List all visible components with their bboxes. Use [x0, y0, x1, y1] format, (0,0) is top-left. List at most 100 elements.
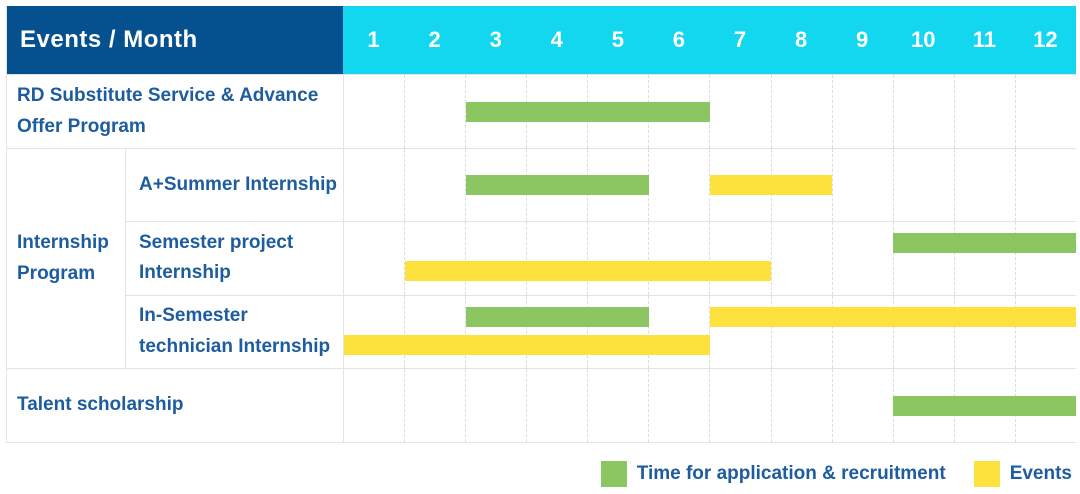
month-gridlines	[344, 75, 1076, 148]
month-grid-cell	[466, 295, 528, 368]
month-grid-cell	[833, 149, 894, 222]
month-grid-cell	[466, 369, 528, 442]
month-grid-cell	[710, 369, 772, 442]
month-grid-cell	[772, 369, 833, 442]
table-header-row: Events / Month 1 2 3 4 5 6 7 8 9 10 11 12	[7, 6, 1076, 74]
month-header-4: 4	[550, 27, 563, 52]
month-header-9: 9	[856, 27, 869, 52]
month-grid-cell	[772, 222, 833, 295]
month-grid-cell	[772, 149, 833, 222]
month-grid-cell	[344, 75, 406, 148]
event-bar-m7-m12	[710, 306, 1076, 327]
month-grid-cell	[588, 222, 650, 295]
gantt-grid-row-talent-scholarship	[343, 369, 1076, 442]
month-grid-cell	[649, 149, 711, 222]
month-gridlines	[344, 295, 1076, 368]
event-bar-m2-m7	[405, 261, 771, 282]
month-grid-cell	[1016, 75, 1076, 148]
month-grid-cell	[649, 369, 711, 442]
month-grid-cell	[527, 295, 589, 368]
gantt-grid-row-in-semester	[343, 295, 1076, 368]
month-header-10: 10	[911, 27, 936, 52]
month-header-12: 12	[1033, 27, 1058, 52]
month-header-5: 5	[611, 27, 624, 52]
row-a-summer: A+Summer Internship	[126, 149, 1076, 222]
month-grid-cell	[710, 75, 772, 148]
month-grid-cell	[405, 149, 467, 222]
month-grid-cell	[833, 295, 894, 368]
application-bar-m3-m5	[466, 175, 649, 196]
month-grid-cell	[894, 295, 955, 368]
month-grid-cell	[894, 75, 955, 148]
month-grid-cell	[772, 295, 833, 368]
event-bar-m1-m6	[344, 334, 710, 355]
row-in-semester: In-Semester technician Internship	[126, 294, 1076, 368]
month-grid-cell	[588, 369, 650, 442]
month-grid-cell	[894, 222, 955, 295]
row-label-in-semester: In-Semester technician Internship	[139, 305, 331, 357]
month-grid-cell	[1016, 149, 1076, 221]
events-month-header: Events / Month	[7, 6, 343, 74]
row-rd-substitute: RD Substitute Service & Advance Offer Pr…	[7, 74, 1076, 148]
row-label-talent-scholarship: Talent scholarship	[17, 394, 184, 416]
month-grid-cell	[344, 369, 406, 442]
month-grid-cell	[894, 149, 955, 222]
month-grid-cell	[955, 295, 1016, 368]
legend-label-events: Events	[1009, 463, 1072, 484]
row-label-rd-substitute: RD Substitute Service & Advance Offer Pr…	[17, 85, 319, 137]
month-grid-cell	[588, 295, 650, 368]
legend-label-application: Time for application & recruitment	[636, 463, 946, 484]
gantt-grid-row-rd-substitute	[343, 75, 1076, 148]
month-header-8: 8	[794, 27, 808, 52]
month-grid-cell	[833, 75, 894, 148]
month-grid-cell	[955, 149, 1016, 222]
row-label-semester-project: Semester project Internship	[139, 232, 294, 284]
row-talent-scholarship: Talent scholarship	[7, 368, 1076, 442]
row-semester-project: Semester project Internship	[126, 221, 1076, 295]
month-grid-cell	[649, 295, 711, 368]
month-grid-cell	[955, 222, 1016, 295]
month-gridlines	[344, 222, 1076, 295]
group-label-internship-program: Internship Program	[17, 232, 109, 284]
month-header-row: 1 2 3 4 5 6 7 8 9 10 11 12	[343, 6, 1076, 74]
gantt-grid-row-a-summer	[343, 149, 1076, 222]
month-header-1: 1	[367, 27, 380, 52]
month-header-11: 11	[972, 27, 996, 52]
month-grid-cell	[527, 369, 589, 442]
month-grid-cell	[344, 149, 406, 222]
row-label-a-summer: A+Summer Internship	[139, 173, 337, 195]
month-grid-cell	[955, 75, 1016, 148]
month-grid-cell	[833, 222, 894, 295]
month-grid-cell	[405, 369, 467, 442]
month-grid-cell	[710, 295, 772, 368]
month-grid-cell	[405, 75, 467, 148]
month-grid-cell	[710, 222, 772, 295]
internship-program-subrows: A+Summer Internship Semester project Int…	[125, 149, 1076, 368]
legend-swatch-application-icon	[600, 461, 627, 487]
month-header-3: 3	[489, 27, 502, 52]
month-header-6: 6	[672, 27, 686, 52]
month-header-7: 7	[733, 27, 747, 52]
month-grid-cell	[405, 295, 467, 368]
application-bar-m3-m5	[466, 306, 649, 327]
month-grid-cell	[649, 222, 711, 295]
gantt-grid-row-semester-project	[343, 222, 1076, 295]
month-grid-cell	[527, 222, 589, 295]
legend-swatch-events-icon	[973, 461, 1000, 487]
gantt-body: RD Substitute Service & Advance Offer Pr…	[7, 74, 1076, 442]
month-grid-cell	[833, 369, 894, 442]
application-bar-m10-m12	[893, 395, 1076, 416]
gantt-table: Events / Month 1 2 3 4 5 6 7 8 9 10 11 12 RD Substi…	[6, 6, 1076, 443]
month-grid-cell	[405, 222, 467, 295]
month-grid-cell	[344, 295, 406, 368]
event-bar-m7-m8	[710, 175, 832, 196]
month-header-2: 2	[428, 27, 441, 52]
application-bar-m3-m6	[466, 101, 710, 122]
month-grid-cell	[466, 222, 528, 295]
internship-program-group: Internship Program A+Summer Internship S…	[7, 148, 1076, 368]
application-bar-m10-m12	[893, 233, 1076, 254]
month-grid-cell	[344, 222, 406, 295]
legend: Time for application & recruitment Event…	[600, 460, 1072, 488]
month-grid-cell	[772, 75, 833, 148]
